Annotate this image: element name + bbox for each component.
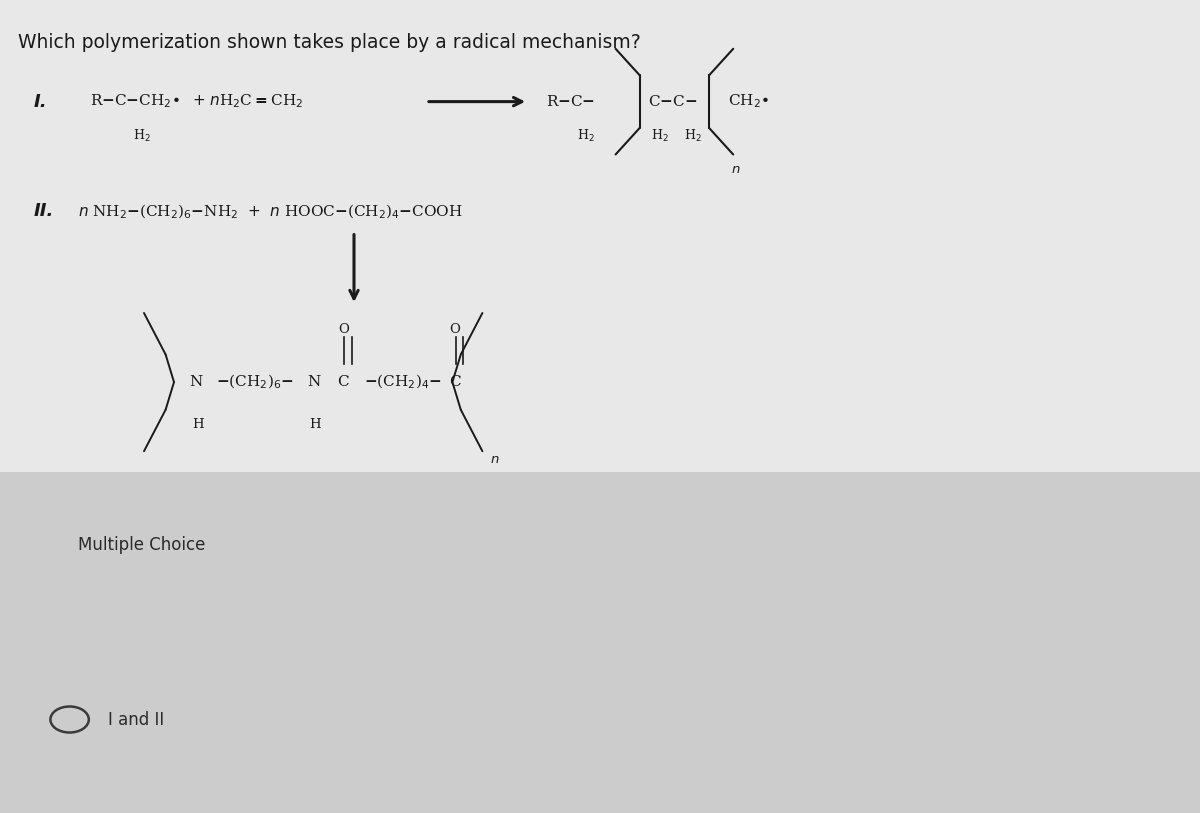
Text: $\mathbf{-}$(CH$_2$)$_6$$\mathbf{-}$: $\mathbf{-}$(CH$_2$)$_6$$\mathbf{-}$ — [216, 373, 294, 391]
Text: H$_2$: H$_2$ — [684, 128, 701, 144]
Text: C: C — [337, 375, 349, 389]
Text: H$_2$: H$_2$ — [133, 128, 150, 144]
Text: R$\mathbf{-}$C$\mathbf{-}$CH$_2$•: R$\mathbf{-}$C$\mathbf{-}$CH$_2$• — [90, 93, 180, 111]
Text: N: N — [190, 375, 203, 389]
Text: O: O — [337, 323, 349, 336]
Text: $\mathbf{-}$(CH$_2$)$_4$$\mathbf{-}$: $\mathbf{-}$(CH$_2$)$_4$$\mathbf{-}$ — [364, 373, 442, 391]
Text: Which polymerization shown takes place by a radical mechanism?: Which polymerization shown takes place b… — [18, 33, 641, 51]
Bar — [0, 472, 1200, 813]
Text: H: H — [310, 418, 322, 431]
Text: R$\mathbf{-}$C$\mathbf{-}$: R$\mathbf{-}$C$\mathbf{-}$ — [546, 94, 595, 109]
Text: II.: II. — [34, 202, 54, 220]
Text: $n$: $n$ — [490, 453, 499, 466]
Text: O: O — [449, 323, 461, 336]
Text: $+$ $n$H$_2$C$\mathbf{=}$CH$_2$: $+$ $n$H$_2$C$\mathbf{=}$CH$_2$ — [192, 93, 304, 111]
Text: H$_2$: H$_2$ — [652, 128, 668, 144]
Text: N: N — [307, 375, 320, 389]
Text: C$\mathbf{-}$C$\mathbf{-}$: C$\mathbf{-}$C$\mathbf{-}$ — [648, 94, 697, 109]
Text: CH$_2$•: CH$_2$• — [728, 93, 769, 111]
Text: $n$: $n$ — [731, 163, 740, 176]
Text: C: C — [449, 375, 461, 389]
Text: H$_2$: H$_2$ — [577, 128, 594, 144]
Text: I and II: I and II — [108, 711, 164, 728]
Text: H: H — [192, 418, 204, 431]
Text: Multiple Choice: Multiple Choice — [78, 536, 205, 554]
Text: I.: I. — [34, 93, 47, 111]
Bar — [0, 0, 1200, 472]
Text: $n$ NH$_2$$\mathbf{-}$(CH$_2$)$_6$$\mathbf{-}$NH$_2$  $+$  $n$ HOOC$\mathbf{-}$(: $n$ NH$_2$$\mathbf{-}$(CH$_2$)$_6$$\math… — [78, 202, 463, 220]
